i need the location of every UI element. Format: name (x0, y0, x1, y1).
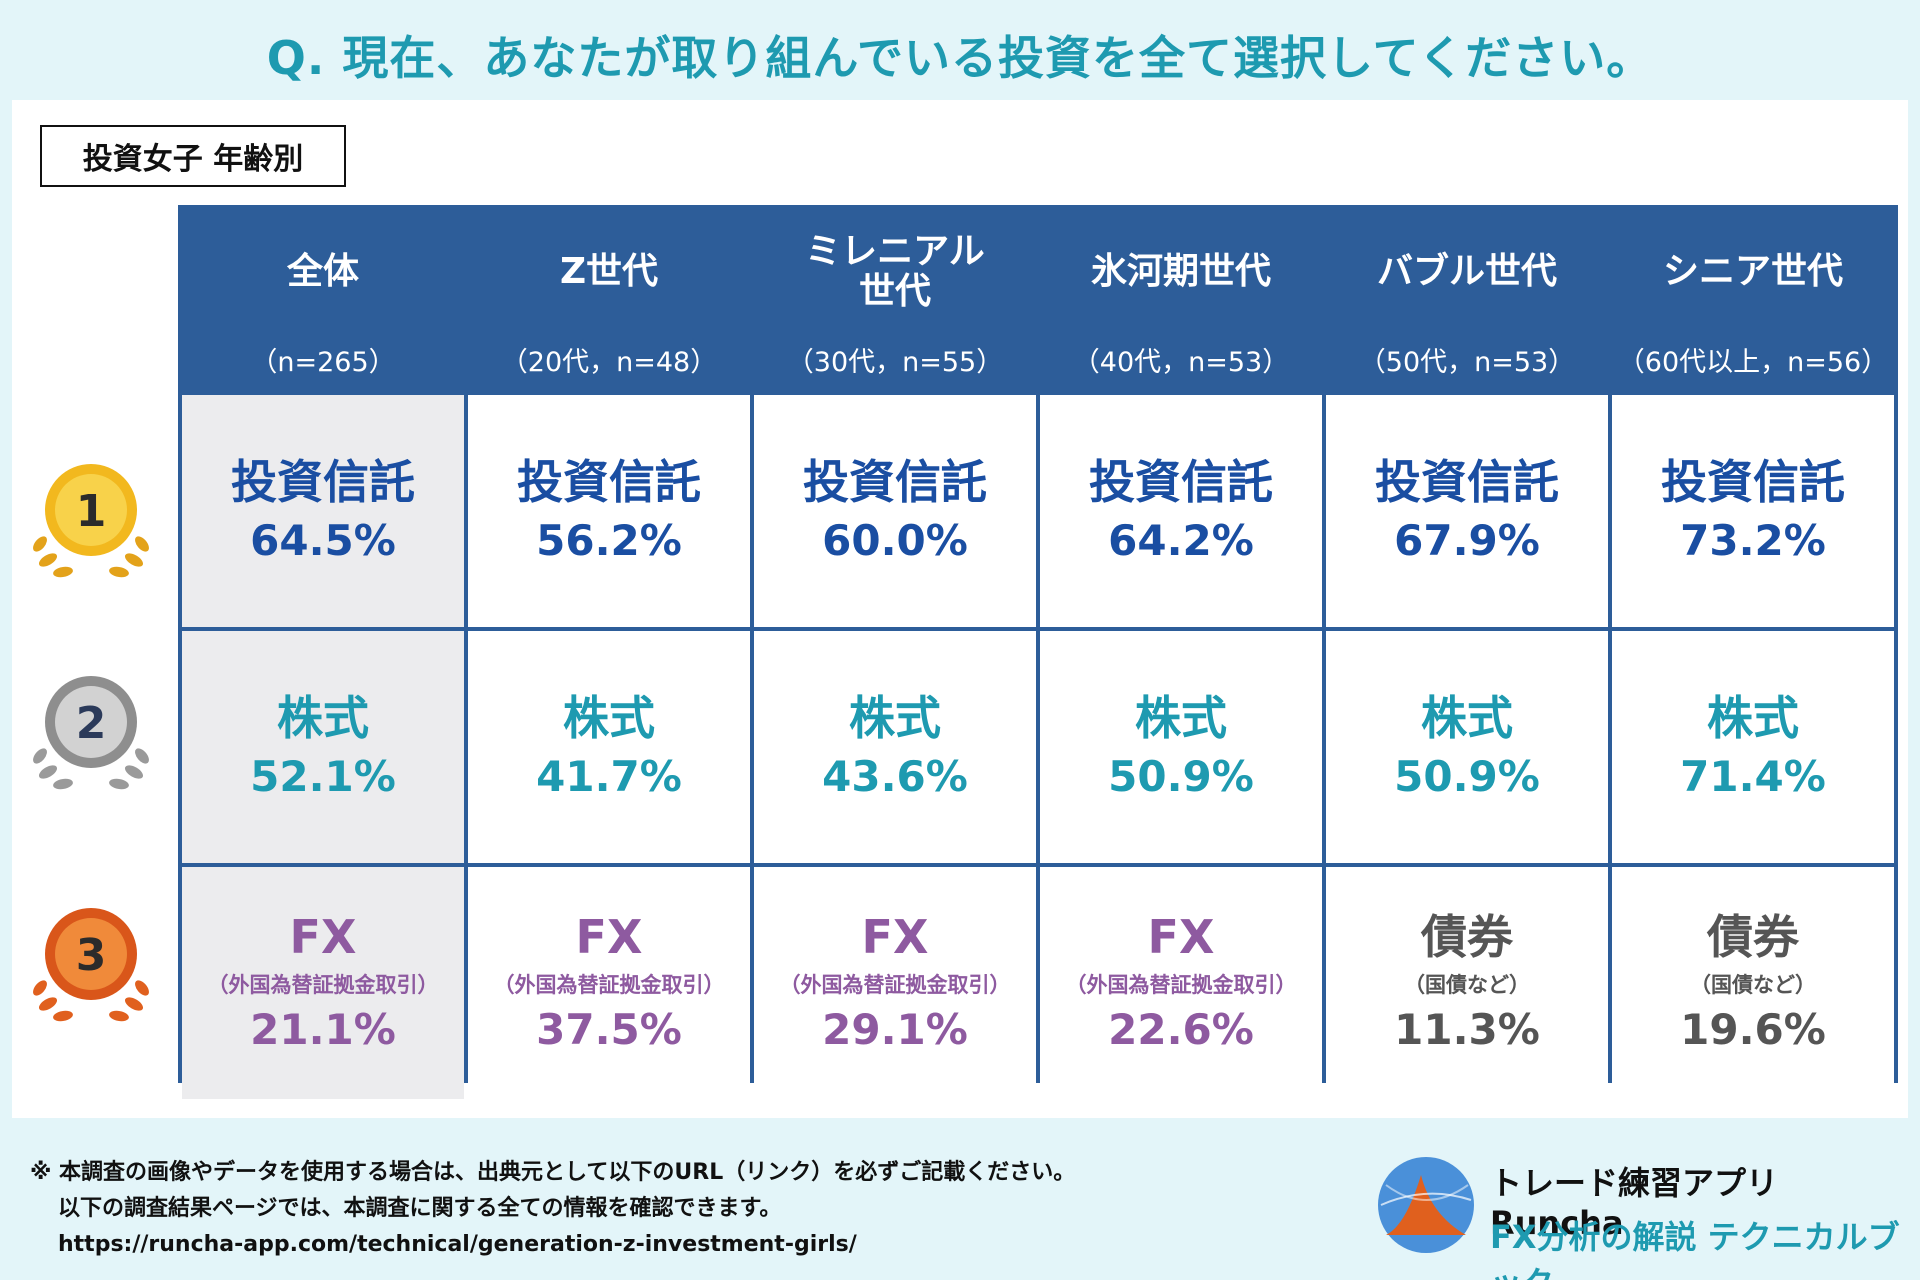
investment-name: 投資信託 (1089, 455, 1273, 509)
investment-percentage: 50.9% (1394, 752, 1540, 801)
column-header: バブル世代 （50代，n=53） (1326, 209, 1608, 391)
page-title: Q. 現在、あなたが取り組んでいる投資を全て選択してください。 (266, 31, 1654, 85)
investment-name: 債券 (1707, 910, 1799, 964)
investment-percentage: 29.1% (822, 1005, 968, 1054)
column-header-sample: （60代以上，n=56） (1617, 347, 1889, 378)
column-header: 氷河期世代 （40代，n=53） (1040, 209, 1322, 391)
rank-3-cell: FX （外国為替証拠金取引） 37.5% (468, 867, 750, 1099)
investment-name: 株式 (277, 691, 369, 745)
column-header-name: シニア世代 (1662, 251, 1843, 292)
rank-2-cell: 株式 52.1% (182, 631, 464, 863)
investment-note: （国債など） (1690, 973, 1816, 997)
rank-2-cell: 株式 50.9% (1326, 631, 1608, 863)
investment-name: 株式 (1135, 691, 1227, 745)
investment-percentage: 60.0% (822, 516, 968, 565)
investment-percentage: 73.2% (1680, 516, 1826, 565)
investment-percentage: 52.1% (250, 752, 396, 801)
investment-name: FX (1147, 910, 1215, 964)
column-header-name: バブル世代 (1376, 251, 1557, 292)
rank-1-cell: 投資信託 73.2% (1612, 395, 1894, 627)
column-header-sample: （30代，n=55） (786, 347, 1004, 378)
medal-rank-3: 3 (76, 930, 107, 981)
investment-percentage: 43.6% (822, 752, 968, 801)
rank-2-cell: 株式 43.6% (754, 631, 1036, 863)
silver-medal-icon: 2 (33, 676, 149, 790)
column-header-sample: （20代，n=48） (500, 347, 718, 378)
ranking-table: 全体 （n=265） Z世代 （20代，n=48） ミレニアル世代 （30代，n=55） 氷… (178, 205, 1898, 1099)
column-header: ミレニアル世代 （30代，n=55） (754, 209, 1036, 391)
brand-name: トレード練習アプリ Runcha (1490, 1164, 1779, 1242)
rank-2-cell: 株式 50.9% (1040, 631, 1322, 863)
rank-3-cell: FX （外国為替証拠金取引） 29.1% (754, 867, 1036, 1099)
gold-medal-icon: 1 (33, 464, 149, 578)
footnote-url[interactable]: https://runcha-app.com/technical/generat… (58, 1232, 857, 1257)
investment-name: FX (289, 910, 357, 964)
investment-note: （国債など） (1404, 973, 1530, 997)
rank-3-cell: 債券 （国債など） 11.3% (1326, 867, 1608, 1099)
rank-1-cell: 投資信託 60.0% (754, 395, 1036, 627)
investment-percentage: 64.2% (1108, 516, 1254, 565)
column-header-name: 全体 (286, 251, 359, 292)
rank-1-cell: 投資信託 64.2% (1040, 395, 1322, 627)
investment-name: 債券 (1421, 910, 1513, 964)
investment-percentage: 11.3% (1394, 1005, 1540, 1054)
investment-name: 株式 (849, 691, 941, 745)
investment-name: 投資信託 (803, 455, 987, 509)
column-header: Z世代 （20代，n=48） (468, 209, 750, 391)
investment-name: 投資信託 (517, 455, 701, 509)
column-header-sample: （40代，n=53） (1072, 347, 1290, 378)
investment-percentage: 21.1% (250, 1005, 396, 1054)
rank-3-cell: FX （外国為替証拠金取引） 22.6% (1040, 867, 1322, 1099)
investment-name: 投資信託 (1375, 455, 1559, 509)
investment-percentage: 64.5% (250, 516, 396, 565)
column-header-sample: （50代，n=53） (1358, 347, 1576, 378)
rank-1-cell: 投資信託 67.9% (1326, 395, 1608, 627)
column-header-name: ミレニアル世代 (805, 231, 985, 312)
investment-name: FX (575, 910, 643, 964)
investment-percentage: 50.9% (1108, 752, 1254, 801)
bronze-medal-icon: 3 (33, 908, 149, 1022)
investment-percentage: 67.9% (1394, 516, 1540, 565)
medal-rank-2: 2 (76, 698, 107, 749)
investment-note: （外国為替証拠金取引） (207, 973, 439, 997)
investment-percentage: 56.2% (536, 516, 682, 565)
investment-name: 株式 (1707, 691, 1799, 745)
investment-percentage: 37.5% (536, 1005, 682, 1054)
footnote-line1: ※ 本調査の画像やデータを使用する場合は、出典元として以下のURL（リンク）を必… (30, 1160, 1076, 1185)
medal-rank-1: 1 (76, 486, 107, 537)
column-header-name: 氷河期世代 (1090, 251, 1271, 292)
investment-percentage: 71.4% (1680, 752, 1826, 801)
footnote: ※ 本調査の画像やデータを使用する場合は、出典元として以下のURL（リンク）を必… (30, 1155, 1075, 1263)
rank-2-cell: 株式 71.4% (1612, 631, 1894, 863)
investment-name: FX (861, 910, 929, 964)
investment-note: （外国為替証拠金取引） (779, 973, 1011, 997)
rank-3-cell: FX （外国為替証拠金取引） 21.1% (182, 867, 464, 1099)
column-header: シニア世代 （60代以上，n=56） (1612, 209, 1894, 391)
rank-1-cell: 投資信託 64.5% (182, 395, 464, 627)
investment-percentage: 19.6% (1680, 1005, 1826, 1054)
investment-percentage: 41.7% (536, 752, 682, 801)
investment-note: （外国為替証拠金取引） (493, 973, 725, 997)
investment-note: （外国為替証拠金取引） (1065, 973, 1297, 997)
investment-name: 株式 (563, 691, 655, 745)
segment-tag: 投資女子 年齢別 (40, 125, 346, 187)
investment-name: 投資信託 (231, 455, 415, 509)
rank-2-cell: 株式 41.7% (468, 631, 750, 863)
column-header-name: Z世代 (559, 251, 659, 292)
footnote-line2: 以下の調査結果ページでは、本調査に関する全ての情報を確認できます。 (58, 1196, 782, 1221)
investment-name: 株式 (1421, 691, 1513, 745)
rank-1-cell: 投資信託 56.2% (468, 395, 750, 627)
investment-name: 投資信託 (1661, 455, 1845, 509)
brand-tagline: FX分析の解説 テクニカルブック (1490, 1218, 1900, 1280)
investment-percentage: 22.6% (1108, 1005, 1254, 1054)
column-header-sample: （n=265） (250, 347, 396, 378)
column-header: 全体 （n=265） (182, 209, 464, 391)
rank-3-cell: 債券 （国債など） 19.6% (1612, 867, 1894, 1099)
runcha-logo-icon (1378, 1157, 1474, 1253)
